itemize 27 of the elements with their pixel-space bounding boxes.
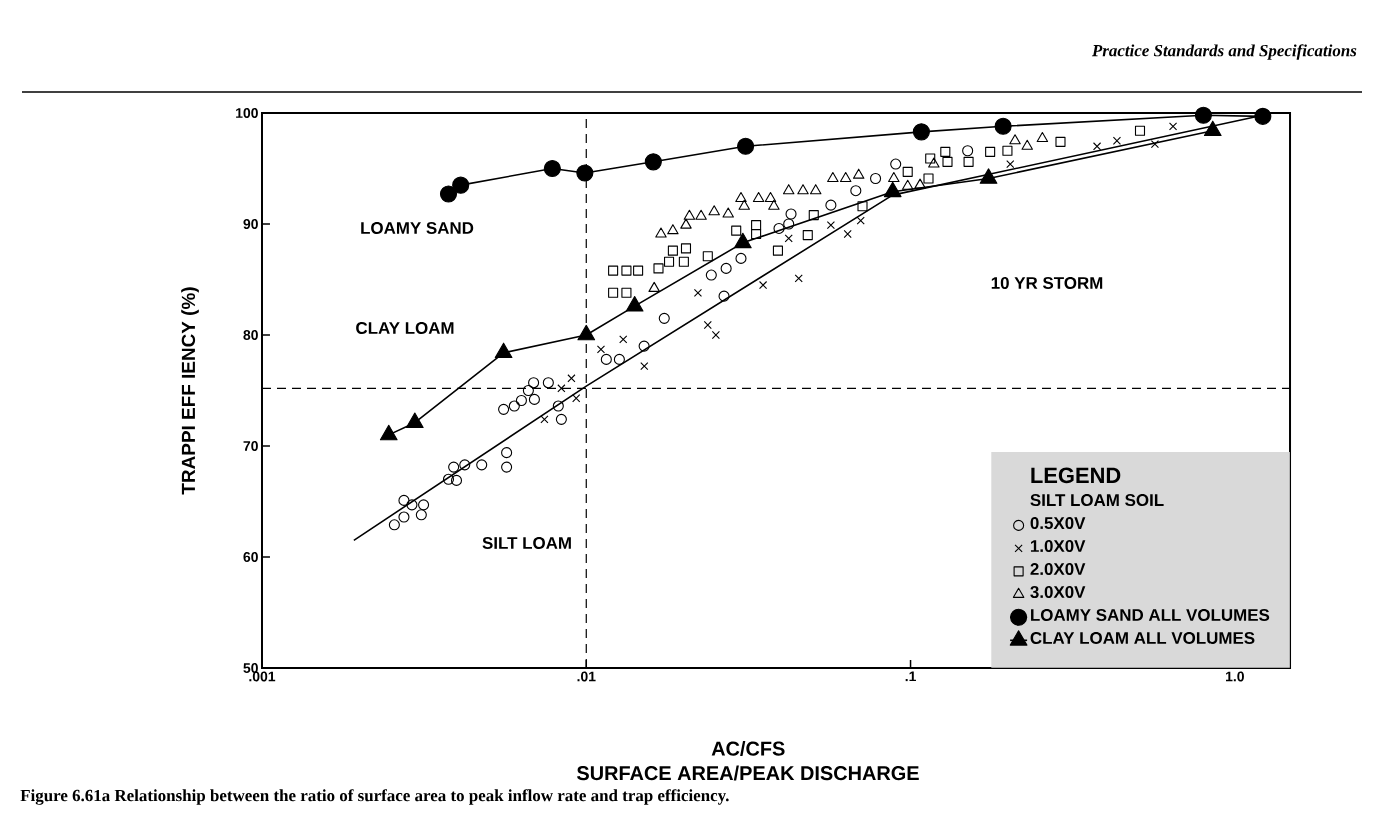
x-tick-label: .001 bbox=[249, 671, 276, 682]
y-tick-label: 60 bbox=[243, 552, 258, 562]
legend-label: CLAY LOAM ALL VOLUMES bbox=[1030, 631, 1255, 644]
x-tick-label: 1.0 bbox=[1226, 671, 1244, 682]
legend-label: 3.0X0V bbox=[1030, 586, 1086, 599]
legend-label: LOAMY SAND ALL VOLUMES bbox=[1031, 608, 1270, 621]
annotation: SILT LOAM SOIL bbox=[1030, 494, 1164, 507]
legend-label: 0.5X0V bbox=[1030, 517, 1086, 530]
annotation: 10 YR STORM bbox=[991, 276, 1103, 289]
x-tick-label: .01 bbox=[577, 671, 596, 682]
y-tick-label: 100 bbox=[236, 108, 258, 118]
text: Practice Standards and Specifications bbox=[1091, 44, 1357, 60]
annotation: CLAY LOAM bbox=[356, 322, 454, 334]
text: SURFACE AREA/PEAK DISCHARGE bbox=[576, 765, 919, 781]
annotation: LOAMY SAND bbox=[361, 221, 474, 234]
annotation: SILT LOAM bbox=[482, 537, 571, 549]
y-tick-label: 70 bbox=[243, 441, 258, 451]
x-tick-label: .1 bbox=[905, 671, 916, 682]
y-axis-title: TRAPPI EFF IENCY (%) bbox=[181, 287, 199, 495]
legend-label: 1.0X0V bbox=[1030, 540, 1086, 553]
legend-label: 2.0X0V bbox=[1030, 563, 1086, 576]
y-tick-label: 90 bbox=[243, 219, 258, 229]
y-tick-label: 80 bbox=[243, 330, 258, 340]
caption: Figure 6.61a Relationship between the ratio of surface area to peak inflow rate and trap efficiency. bbox=[20, 789, 729, 805]
legend-title: LEGEND bbox=[1031, 467, 1121, 484]
y-tick-label: 50 bbox=[243, 663, 258, 673]
x-axis-title: AC/CFS bbox=[711, 741, 785, 756]
